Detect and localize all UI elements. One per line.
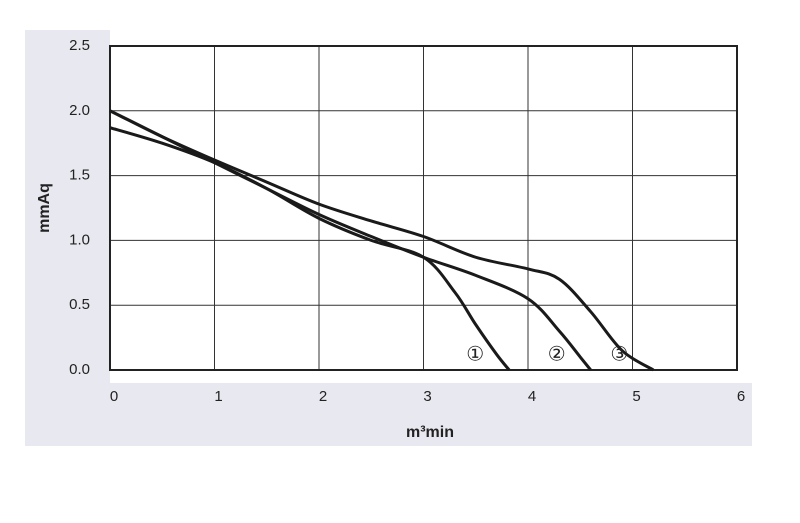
x-tick-label: 0 bbox=[110, 388, 118, 405]
x-tick-label: 3 bbox=[423, 388, 431, 405]
x-tick-label: 4 bbox=[528, 388, 536, 405]
curve bbox=[109, 109, 592, 371]
y-tick-label: 0.5 bbox=[69, 296, 90, 313]
x-tick-label: 2 bbox=[319, 388, 327, 405]
x-tick-label: 1 bbox=[214, 388, 222, 405]
x-tick-label: 6 bbox=[737, 388, 745, 405]
y-tick-label: 2.0 bbox=[69, 102, 90, 119]
y-tick-label: 2.5 bbox=[69, 37, 90, 54]
curve-label: ① bbox=[466, 342, 484, 366]
y-tick-label: 0.0 bbox=[69, 361, 90, 378]
plot-background bbox=[110, 30, 752, 383]
curve-label: ② bbox=[548, 342, 566, 366]
y-tick-label: 1.5 bbox=[69, 167, 90, 184]
y-axis-title: mmAq bbox=[36, 183, 53, 233]
curve-label: ③ bbox=[610, 342, 628, 366]
x-tick-label: 5 bbox=[632, 388, 640, 405]
x-axis-title: m³min bbox=[406, 424, 454, 441]
plot-border bbox=[109, 45, 738, 371]
y-tick-label: 1.0 bbox=[69, 231, 90, 248]
curve bbox=[109, 109, 655, 372]
